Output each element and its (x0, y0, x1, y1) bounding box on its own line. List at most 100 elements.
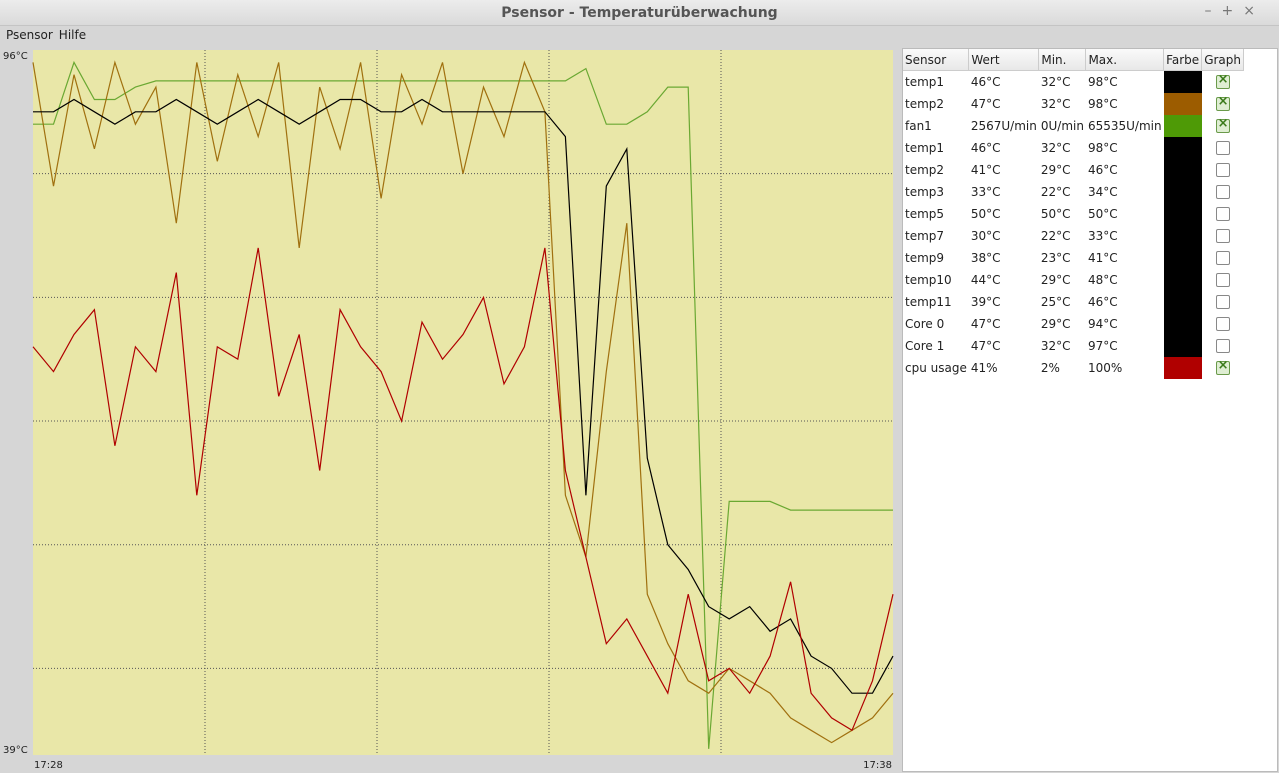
plot-area (33, 50, 893, 755)
graph-cell (1202, 115, 1244, 137)
cell: 47°C (970, 339, 1001, 353)
menu-bar: Psensor Hilfe (0, 26, 1279, 46)
cell: temp3 (905, 185, 945, 199)
cell: 44°C (970, 273, 1001, 287)
color-cell (1163, 115, 1202, 137)
graph-cell (1202, 71, 1244, 94)
cell: 97°C (1087, 339, 1118, 353)
cell: 32°C (1040, 141, 1071, 155)
graph-checkbox[interactable] (1215, 185, 1230, 199)
window-title: Psensor - Temperaturüberwachung (501, 5, 778, 21)
graph-checkbox[interactable] (1215, 163, 1230, 177)
cell: 33°C (970, 185, 1001, 199)
graph-checkbox[interactable] (1215, 251, 1230, 265)
sensor-row[interactable]: temp10 44°C 29°C 48°C (903, 269, 1244, 291)
color-swatch (1163, 335, 1202, 357)
window-buttons[interactable]: –+× (1204, 3, 1265, 19)
cell: temp2 (905, 97, 945, 111)
graph-checkbox[interactable] (1215, 94, 1230, 111)
cell: 30°C (970, 229, 1001, 243)
sensor-row[interactable]: temp5 50°C 50°C 50°C (903, 203, 1244, 225)
sensor-row[interactable]: temp1 46°C 32°C 98°C (903, 137, 1244, 159)
cell: 47°C (970, 317, 1001, 331)
cell: temp10 (905, 273, 952, 287)
color-swatch (1163, 225, 1202, 247)
cell: 33°C (1087, 229, 1118, 243)
sensor-row[interactable]: Core 0 47°C 29°C 94°C (903, 313, 1244, 335)
graph-checkbox[interactable] (1215, 339, 1230, 353)
cell: Core 0 (905, 317, 945, 331)
cell: 22°C (1040, 229, 1071, 243)
sensor-row[interactable]: temp7 30°C 22°C 33°C (903, 225, 1244, 247)
color-cell (1163, 93, 1202, 115)
column-header[interactable]: Farbe (1163, 49, 1203, 71)
graph-cell (1202, 269, 1244, 291)
cell: 32°C (1040, 97, 1071, 111)
cell: 98°C (1087, 75, 1118, 89)
cell: 41°C (1087, 251, 1118, 265)
menu-item[interactable]: Psensor (6, 28, 53, 42)
graph-checkbox[interactable] (1215, 317, 1230, 331)
column-header[interactable]: Max. (1085, 49, 1165, 71)
graph-cell (1202, 137, 1244, 159)
cell: temp1 (905, 75, 945, 89)
cell: 65535U/min (1087, 119, 1162, 133)
sensor-row[interactable]: temp9 38°C 23°C 41°C (903, 247, 1244, 269)
color-swatch (1163, 181, 1202, 203)
color-swatch (1163, 247, 1202, 269)
color-swatch (1163, 71, 1202, 93)
x-tick-label: 17:38 (863, 760, 892, 771)
graph-cell (1202, 313, 1244, 335)
color-cell (1163, 313, 1202, 335)
graph-checkbox[interactable] (1215, 273, 1230, 287)
sensor-row[interactable]: temp11 39°C 25°C 46°C (903, 291, 1244, 313)
cell: 46°C (1087, 163, 1118, 177)
sensor-row[interactable]: temp3 33°C 22°C 34°C (903, 181, 1244, 203)
column-header[interactable]: Min. (1038, 49, 1087, 71)
graph-cell (1202, 247, 1244, 269)
column-header[interactable]: Graph (1201, 49, 1244, 71)
cell: 46°C (970, 75, 1001, 89)
title-bar: Psensor - Temperaturüberwachung –+× (0, 0, 1279, 26)
sensor-row[interactable]: cpu usage 41% 2% 100% (903, 357, 1244, 379)
graph-checkbox[interactable] (1215, 207, 1230, 221)
graph-checkbox[interactable] (1215, 295, 1230, 309)
cell: temp1 (905, 141, 945, 155)
sensor-row[interactable]: fan1 2567U/min 0U/min 65535U/min (903, 115, 1244, 137)
menu-item[interactable]: Hilfe (58, 28, 87, 42)
sensor-line (33, 98, 894, 694)
color-cell (1163, 335, 1202, 357)
sensor-table: Sensor Wert Min. Max. Farbe Graph temp1 46°C 32°… (903, 49, 1244, 379)
color-cell (1163, 225, 1202, 247)
graph-checkbox[interactable] (1215, 116, 1230, 133)
cell: 29°C (1040, 273, 1071, 287)
cell: 0U/min (1040, 119, 1084, 133)
graph-checkbox[interactable] (1215, 141, 1230, 155)
color-swatch (1163, 313, 1202, 335)
cell: 41% (970, 361, 998, 375)
cell: 34°C (1087, 185, 1118, 199)
color-cell (1163, 71, 1202, 93)
graph-checkbox[interactable] (1215, 358, 1230, 375)
sensor-row[interactable]: temp2 47°C 32°C 98°C (903, 93, 1244, 115)
cell: 46°C (1087, 295, 1118, 309)
y-tick-label: 39°C (3, 745, 28, 756)
cell: 29°C (1040, 317, 1071, 331)
cell: 32°C (1040, 339, 1071, 353)
cell: temp7 (905, 229, 945, 243)
sensor-row[interactable]: Core 1 47°C 32°C 97°C (903, 335, 1244, 357)
graph-checkbox[interactable] (1215, 72, 1230, 89)
sensor-row[interactable]: temp2 41°C 29°C 46°C (903, 159, 1244, 181)
x-tick-label: 17:28 (34, 760, 63, 771)
color-swatch (1163, 115, 1202, 137)
cell: cpu usage (905, 361, 967, 375)
graph-checkbox[interactable] (1215, 229, 1230, 243)
cell: 32°C (1040, 75, 1071, 89)
column-header[interactable]: Wert (968, 49, 1040, 71)
graph: 96°C 39°C 17:28 17:38 (3, 50, 894, 771)
column-header[interactable]: Sensor (903, 49, 970, 71)
graph-cell (1202, 93, 1244, 115)
cell: 25°C (1040, 295, 1071, 309)
sensor-row[interactable]: temp1 46°C 32°C 98°C (903, 71, 1244, 94)
